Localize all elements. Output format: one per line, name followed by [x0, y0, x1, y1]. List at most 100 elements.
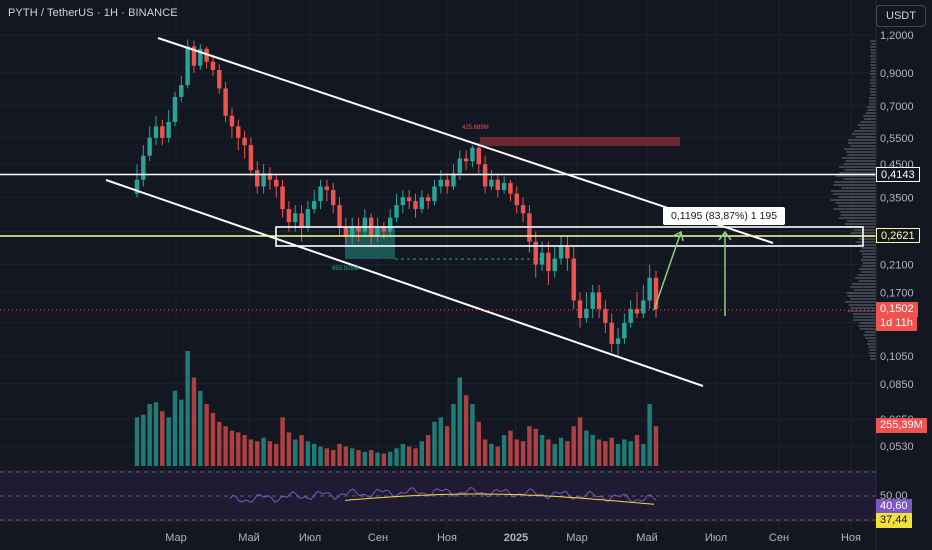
- time-tick-label: Сен: [368, 532, 388, 544]
- volume-bar: [444, 426, 450, 466]
- volume-profile-bar: [861, 247, 876, 249]
- volume-profile-bar: [835, 175, 876, 177]
- symbol-title: PYTH / TetherUS · 1H · BINANCE: [8, 7, 178, 19]
- candle-body: [552, 258, 557, 272]
- volume-profile-bar: [857, 124, 876, 126]
- candle-body: [546, 252, 551, 272]
- candle-body: [476, 147, 481, 165]
- volume-bar: [495, 446, 500, 466]
- volume-bar: [546, 439, 551, 466]
- volume-profile-bar: [853, 289, 876, 291]
- volume-profile-bar: [855, 136, 876, 138]
- channel-lower-line[interactable]: [105, 179, 704, 387]
- volume-profile-bar: [870, 94, 876, 96]
- volume-bar: [590, 435, 595, 466]
- volume-profile-bar: [859, 268, 876, 270]
- volume-profile-bar: [863, 334, 876, 336]
- price-tick-label: 0,1700: [880, 287, 914, 299]
- volume-bar: [463, 395, 469, 466]
- candle-body: [470, 147, 475, 162]
- volume-bar: [634, 435, 640, 466]
- time-tick-label: Май: [636, 532, 658, 544]
- time-tick-label: Июл: [299, 532, 321, 544]
- volume-bar: [375, 452, 380, 466]
- volume-profile-bar: [846, 220, 876, 222]
- volume-profile-bar: [858, 244, 876, 246]
- volume-profile-bar: [869, 349, 876, 351]
- volume-profile-bar: [858, 280, 876, 282]
- volume-profile-bar: [843, 178, 876, 180]
- volume-bar: [324, 448, 330, 466]
- volume-bar: [647, 404, 652, 466]
- price-tick-label: 0,0850: [880, 379, 914, 391]
- annotation-top-volume: 425.689M: [462, 125, 489, 131]
- time-tick-label: Мар: [566, 532, 588, 544]
- volume-profile-bar: [845, 160, 876, 162]
- resistance-price-label: 0,4143: [876, 167, 920, 182]
- volume-profile-bar: [833, 208, 876, 210]
- time-tick-label: Сен: [769, 532, 789, 544]
- volume-profile-bar: [862, 262, 876, 264]
- volume-bar: [229, 430, 235, 466]
- time-axis[interactable]: Мар Май Июл Сен Ноя 2025 Мар Май Июл Сен Ноя: [165, 532, 861, 544]
- volume-profile-bar: [840, 214, 876, 216]
- volume-bar: [596, 439, 602, 466]
- candle-body: [356, 226, 361, 232]
- currency-button[interactable]: USDT: [876, 5, 926, 27]
- volume-bar: [558, 437, 564, 466]
- candle-body: [387, 217, 393, 232]
- candle-body: [628, 308, 633, 323]
- volume-bar: [191, 377, 197, 466]
- volume-bar: [286, 432, 292, 466]
- volume-bar: [267, 441, 273, 466]
- volume-bar: [248, 439, 254, 466]
- candle-body: [641, 300, 646, 314]
- volume-profile-bar: [844, 223, 876, 225]
- volume-profile-bar: [841, 157, 876, 159]
- price-tick-label: 0,7000: [880, 101, 914, 113]
- volume-profile-bar: [871, 43, 876, 45]
- volume-profile-bar: [847, 295, 876, 297]
- volume-profile-bar: [867, 340, 876, 342]
- volume-profile-bar: [870, 70, 876, 72]
- candle-body: [634, 308, 640, 314]
- price-tick-label: 0,5500: [880, 133, 914, 145]
- price-axis[interactable]: 1,20000,90000,70000,55000,45000,35000,27…: [880, 30, 914, 453]
- volume-profile-bar: [863, 118, 876, 120]
- volume-profile-bar: [862, 256, 876, 258]
- candle-body: [615, 338, 621, 344]
- candle-body: [381, 226, 387, 232]
- rsi-ma-value-label: 37,44: [876, 513, 912, 528]
- volume-bar: [622, 439, 627, 466]
- candle-body: [242, 137, 247, 146]
- candle-body: [394, 205, 399, 218]
- candle-body: [413, 201, 418, 210]
- volume-profile-bar: [855, 241, 876, 243]
- candle-body: [305, 209, 311, 227]
- volume-bar: [381, 453, 387, 466]
- volume-bar: [451, 404, 456, 466]
- volume-bar: [255, 441, 260, 466]
- volume-bar: [280, 417, 285, 466]
- annotation-box-volume: 853.928M: [332, 266, 359, 272]
- range-rectangle[interactable]: [275, 226, 864, 247]
- price-tick-label: 0,2100: [880, 260, 914, 272]
- projection-arrow[interactable]: [653, 230, 732, 316]
- volume-profile-bar: [840, 211, 876, 213]
- volume-profile-bar: [870, 82, 876, 84]
- candle-body: [318, 186, 323, 202]
- volume-bar: [489, 443, 494, 466]
- volume-profile-bar: [832, 193, 876, 195]
- volume-profile-bar: [838, 166, 876, 168]
- volume-profile-bar: [865, 112, 876, 114]
- volume-profile-bar: [858, 238, 876, 240]
- volume-bar: [482, 439, 488, 466]
- volume-profile-bar: [869, 88, 876, 90]
- measure-label: 0,1195 (83,87%) 1 195: [663, 207, 786, 225]
- volume-profile-bar: [861, 271, 876, 273]
- volume-bar: [312, 443, 317, 466]
- volume-profile-bar: [846, 151, 876, 153]
- volume-profile-bar: [847, 154, 876, 156]
- volume-bar: [349, 448, 355, 466]
